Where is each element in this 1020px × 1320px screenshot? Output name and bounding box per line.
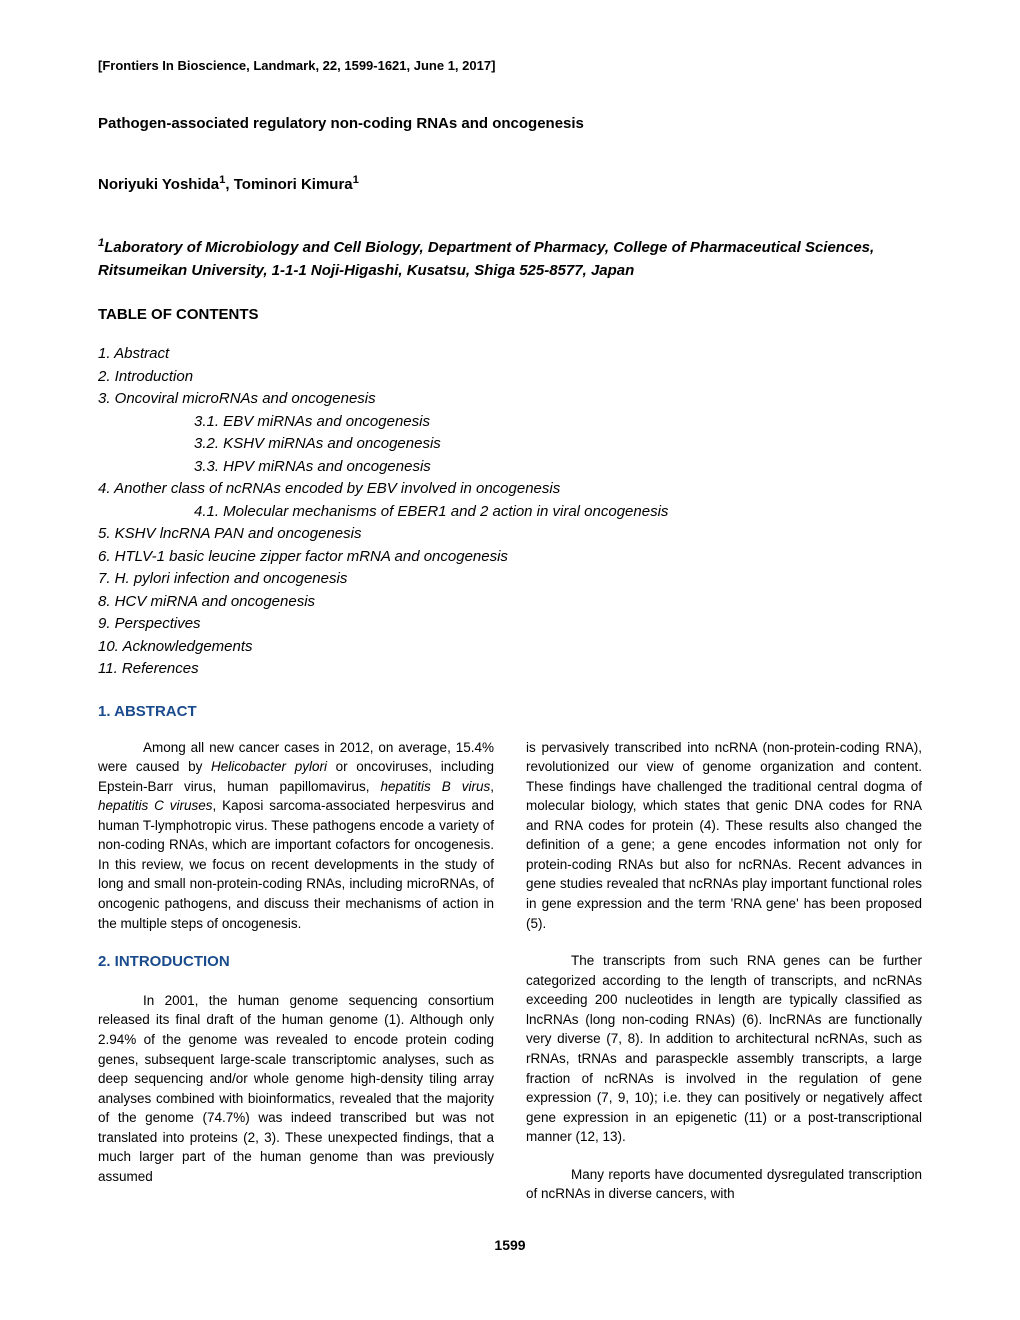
toc-item: 3.2. KSHV miRNAs and oncogenesis (98, 433, 922, 456)
authors: Noriyuki Yoshida1, Tominori Kimura1 (98, 174, 922, 193)
toc-item: 6. HTLV-1 basic leucine zipper factor mR… (98, 546, 922, 569)
toc-item: 9. Perspectives (98, 613, 922, 636)
toc-item: 3.1. EBV miRNAs and oncogenesis (98, 411, 922, 434)
toc-item: 4.1. Molecular mechanisms of EBER1 and 2… (98, 501, 922, 524)
toc-item: 3. Oncoviral microRNAs and oncogenesis (98, 388, 922, 411)
toc-item: 10. Acknowledgements (98, 636, 922, 659)
intro-paragraph-1a: In 2001, the human genome sequencing con… (98, 991, 494, 1187)
intro-paragraph-1b: is pervasively transcribed into ncRNA (n… (526, 738, 922, 934)
toc-item: 11. References (98, 658, 922, 681)
journal-header: [Frontiers In Bioscience, Landmark, 22, … (98, 58, 922, 73)
intro-paragraph-2: The transcripts from such RNA genes can … (526, 951, 922, 1147)
page-number: 1599 (98, 1237, 922, 1253)
body-columns: Among all new cancer cases in 2012, on a… (98, 738, 922, 1214)
toc-item: 7. H. pylori infection and oncogenesis (98, 568, 922, 591)
table-of-contents: 1. Abstract2. Introduction3. Oncoviral m… (98, 343, 922, 681)
introduction-header: 2. INTRODUCTION (98, 951, 494, 973)
toc-item: 2. Introduction (98, 366, 922, 389)
toc-item: 3.3. HPV miRNAs and oncogenesis (98, 456, 922, 479)
abstract-header: 1. ABSTRACT (98, 703, 922, 720)
toc-item: 4. Another class of ncRNAs encoded by EB… (98, 478, 922, 501)
abstract-paragraph: Among all new cancer cases in 2012, on a… (98, 738, 494, 934)
toc-item: 1. Abstract (98, 343, 922, 366)
affiliation: 1Laboratory of Microbiology and Cell Bio… (98, 235, 922, 282)
intro-paragraph-3: Many reports have documented dysregulate… (526, 1165, 922, 1204)
toc-item: 5. KSHV lncRNA PAN and oncogenesis (98, 523, 922, 546)
toc-item: 8. HCV miRNA and oncogenesis (98, 591, 922, 614)
toc-header: TABLE OF CONTENTS (98, 306, 922, 323)
article-title: Pathogen-associated regulatory non-codin… (98, 115, 922, 132)
